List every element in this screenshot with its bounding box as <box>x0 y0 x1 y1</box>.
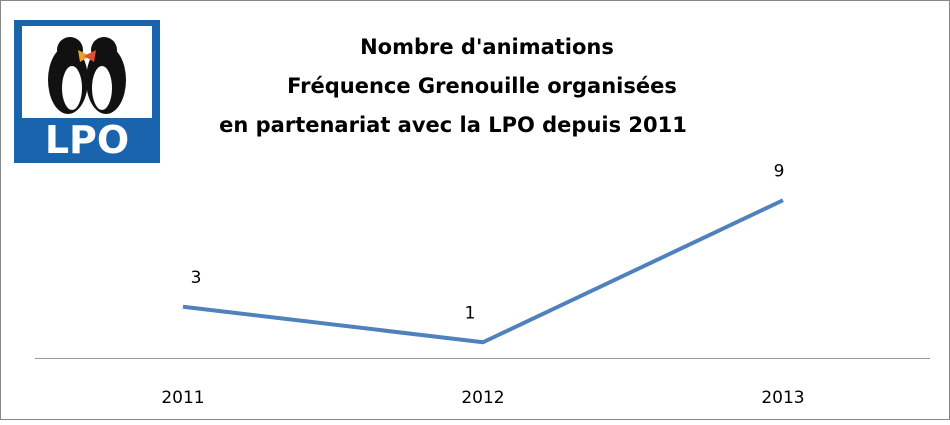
chart-title: Fréquence Grenouille organisées <box>287 74 677 98</box>
data-label: 9 <box>774 161 785 181</box>
logo-text: LPO <box>45 118 129 162</box>
data-label: 1 <box>465 303 476 323</box>
chart-title: en partenariat avec la LPO depuis 2011 <box>219 113 687 137</box>
x-tick-label: 2012 <box>461 388 504 408</box>
logo: LPO <box>14 20 160 163</box>
data-line <box>182 198 784 345</box>
data-label: 3 <box>191 268 202 288</box>
x-tick-label: 2013 <box>761 388 804 408</box>
x-tick-label: 2011 <box>161 388 204 408</box>
chart-title: Nombre d'animations <box>360 35 614 59</box>
